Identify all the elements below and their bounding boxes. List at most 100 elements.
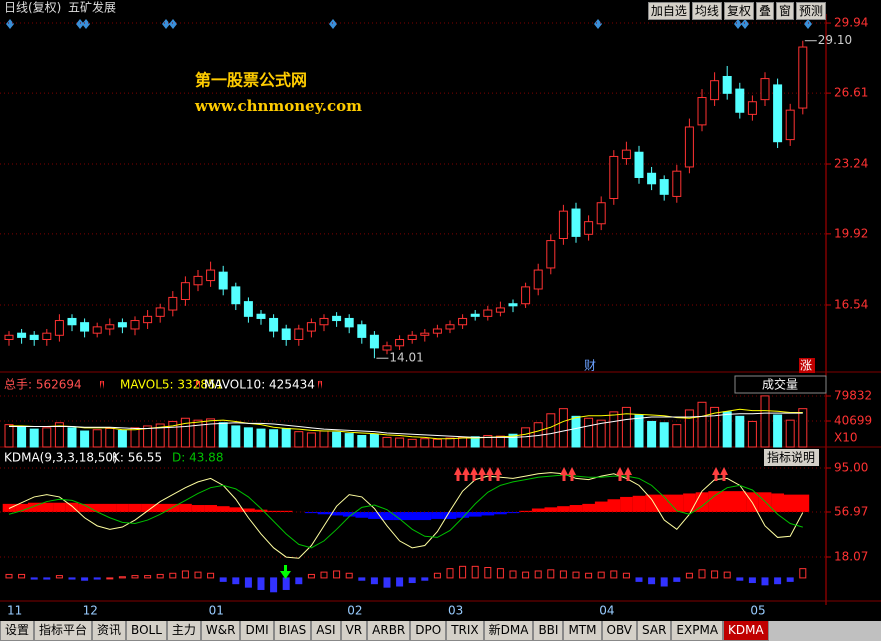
volume-bar — [420, 438, 430, 448]
candle-body — [4, 334, 14, 340]
volume-bar — [647, 420, 657, 448]
x-tick-label: 04 — [599, 604, 614, 618]
tab[interactable]: DPO — [410, 621, 447, 641]
band-area — [670, 494, 684, 513]
candle-body — [458, 317, 468, 326]
tab[interactable]: VR — [340, 621, 368, 641]
histogram-bar — [219, 577, 227, 582]
tab[interactable]: 新DMA — [483, 621, 534, 641]
histogram-bar — [131, 575, 139, 579]
volume-bar — [281, 427, 291, 448]
band-area — [405, 512, 419, 521]
tab[interactable]: OBV — [601, 621, 638, 641]
band-area — [40, 502, 54, 513]
histogram-bar — [761, 577, 769, 586]
band-area — [632, 495, 646, 513]
band-area — [330, 512, 343, 516]
band-area — [582, 503, 595, 513]
volume-bar — [105, 427, 115, 448]
histogram-bar — [55, 575, 63, 579]
volume-bar — [407, 438, 417, 448]
indicator-line — [8, 474, 803, 549]
legend-entry: MAVOL10: 425434 — [204, 378, 315, 392]
candle-body — [407, 334, 417, 340]
event-marker: 涨 — [800, 358, 812, 373]
tab[interactable]: 设置 — [0, 621, 35, 641]
tab[interactable]: BIAS — [273, 621, 312, 641]
candle-body — [395, 338, 405, 347]
volume-bar — [319, 430, 329, 448]
toolbar-button[interactable]: 复权 — [723, 2, 754, 20]
indicator-select[interactable] — [734, 375, 827, 394]
histogram-bar — [585, 572, 593, 579]
candle-body — [269, 317, 279, 332]
candle-body — [546, 240, 556, 269]
chart: 日线(复权) 五矿发展 第一股票公式网 www.chnmoney.com 财 涨… — [0, 0, 881, 618]
toolbar-button[interactable]: 加自选 — [647, 2, 690, 20]
histogram-bar — [93, 577, 101, 580]
histogram-bar — [496, 568, 504, 579]
candle-body — [647, 172, 657, 185]
band-area — [191, 505, 205, 513]
band-area — [53, 502, 66, 513]
tab[interactable]: MTM — [563, 621, 602, 641]
volume-bar — [143, 425, 153, 448]
volume-bar — [357, 435, 367, 448]
candle-body — [193, 275, 203, 286]
tab[interactable]: W&R — [200, 621, 241, 641]
tab[interactable]: ARBR — [367, 621, 411, 641]
tab[interactable]: BBI — [533, 621, 564, 641]
band-area — [103, 503, 117, 513]
volume-bar — [332, 431, 342, 448]
band-area — [78, 503, 91, 513]
candle-body — [80, 322, 90, 332]
toolbar-button[interactable]: 均线 — [691, 2, 722, 20]
tab[interactable]: ASI — [311, 621, 341, 641]
buy-signal — [712, 467, 720, 481]
candle-body — [432, 328, 442, 334]
volume-bar — [155, 423, 165, 448]
histogram-bar — [30, 577, 38, 580]
toolbar-button[interactable]: 叠 — [755, 2, 774, 20]
volume-bar — [294, 431, 304, 448]
volume-bar — [722, 411, 732, 448]
tab[interactable]: EXPMA — [671, 621, 724, 641]
tab[interactable]: BOLL — [126, 621, 167, 641]
candle-body — [533, 269, 543, 290]
tab[interactable]: DMI — [240, 621, 274, 641]
candle-body — [294, 328, 304, 340]
up-arrow — [318, 380, 322, 389]
tab[interactable]: 主力 — [166, 621, 201, 641]
volume-bar — [306, 432, 316, 448]
toolbar-button[interactable]: 窗 — [775, 2, 794, 20]
band-area — [456, 512, 469, 518]
band-area — [468, 512, 482, 517]
band-area — [494, 512, 507, 515]
volume-bar — [634, 414, 644, 448]
tab[interactable]: KDMA — [723, 621, 769, 641]
candle-body — [206, 269, 216, 282]
band-area — [153, 503, 167, 513]
y-tick-label: 23.24 — [834, 157, 868, 171]
x-tick-label: 03 — [448, 604, 463, 618]
tab[interactable]: TRIX — [446, 621, 484, 641]
toolbar-button[interactable]: 预测 — [795, 2, 826, 20]
candle-body — [710, 80, 720, 101]
band-area — [204, 505, 217, 513]
tab[interactable]: 资讯 — [92, 621, 127, 641]
band-area — [796, 494, 810, 513]
help-button-label[interactable]: 指标说明 — [767, 450, 815, 465]
histogram-bar — [181, 570, 189, 579]
candle-body — [180, 282, 190, 301]
histogram-bar — [43, 577, 51, 580]
tab[interactable]: 指标平台 — [34, 621, 93, 641]
help-button[interactable] — [764, 449, 819, 466]
histogram-bar — [648, 577, 656, 585]
candle-body — [659, 179, 669, 195]
legend-entry: K: 56.55 — [112, 451, 162, 465]
candle-body — [558, 210, 568, 239]
band-area — [242, 508, 255, 513]
indicator-select-label[interactable]: 成交量 — [762, 377, 798, 392]
histogram-bar — [408, 577, 416, 584]
tab[interactable]: SAR — [637, 621, 672, 641]
